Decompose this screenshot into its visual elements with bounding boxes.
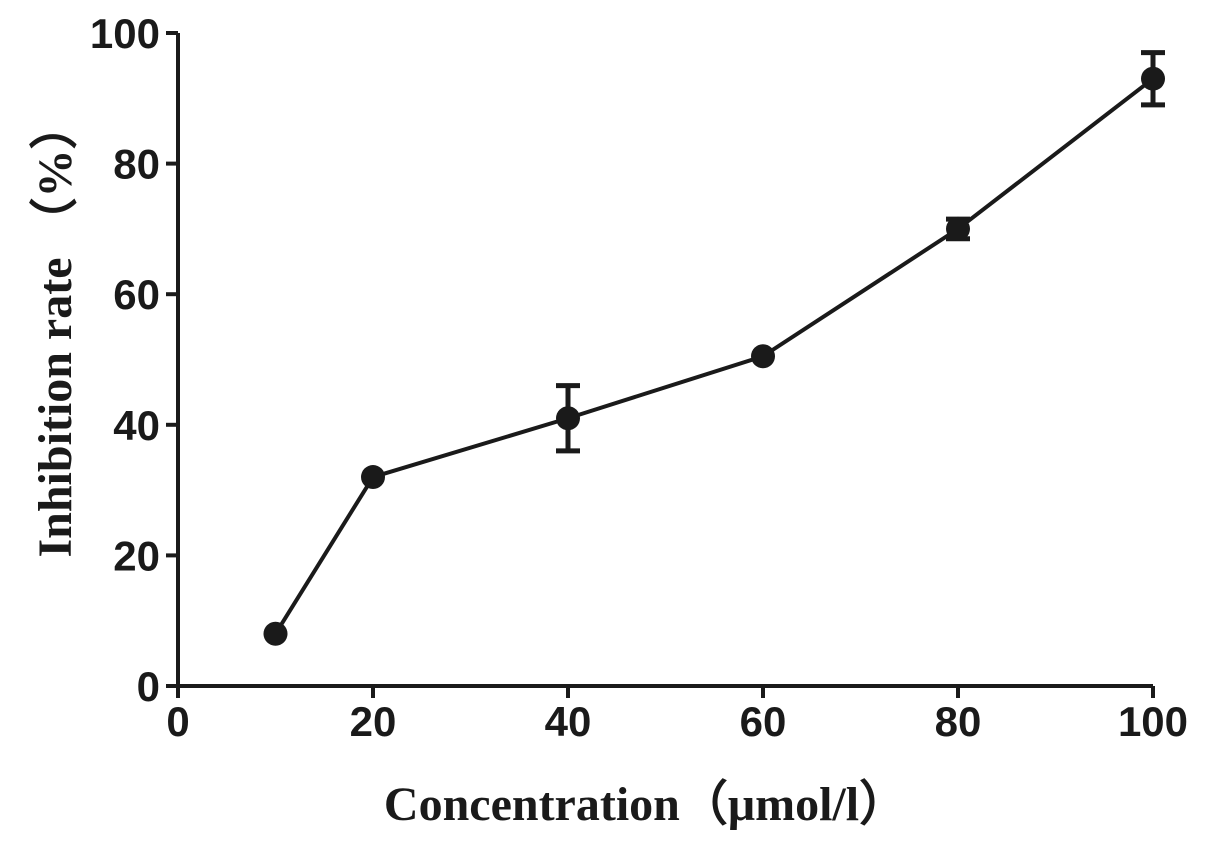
x-tick-label: 40 xyxy=(545,698,592,745)
y-axis-title: Inhibition rate （%） xyxy=(29,101,82,557)
x-tick-label: 60 xyxy=(740,698,787,745)
axes xyxy=(176,33,1153,688)
series-line xyxy=(273,77,1155,635)
y-tick-label: 0 xyxy=(137,663,160,710)
x-tick-label: 20 xyxy=(350,698,397,745)
x-tick-label: 100 xyxy=(1118,698,1188,745)
x-axis-title: Concentration（μmol/l） xyxy=(384,778,907,831)
data-point xyxy=(946,216,970,241)
series-group xyxy=(263,50,1165,646)
data-point xyxy=(1141,66,1165,91)
y-tick-label: 40 xyxy=(113,402,160,449)
x-tick-label: 0 xyxy=(166,698,189,745)
y-tick-label: 80 xyxy=(113,141,160,188)
data-point xyxy=(263,621,288,646)
x-tick-label: 80 xyxy=(935,698,982,745)
y-tick-label: 60 xyxy=(113,271,160,318)
y-tick-label: 20 xyxy=(113,532,160,579)
data-point xyxy=(751,344,775,369)
data-point xyxy=(556,406,580,431)
x-ticks: 0 20 40 60 80 100 xyxy=(166,686,1188,745)
y-ticks: 0 20 40 60 80 100 xyxy=(90,10,178,710)
y-tick-label: 100 xyxy=(90,10,160,57)
data-point xyxy=(361,465,385,490)
